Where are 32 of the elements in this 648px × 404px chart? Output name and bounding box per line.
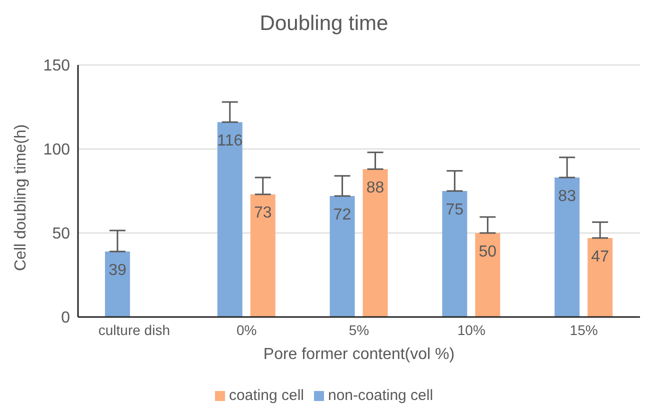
bar (330, 196, 355, 317)
data-label: 83 (558, 188, 576, 205)
x-tick-label: 10% (457, 322, 486, 338)
bar (442, 191, 468, 317)
legend-label: coating cell (228, 387, 304, 404)
bar (554, 178, 580, 317)
bar (362, 169, 388, 317)
data-label: 88 (366, 180, 384, 197)
data-label: 75 (446, 201, 464, 218)
data-label: 50 (478, 243, 497, 260)
x-axis-title: Pore former content(vol %) (263, 346, 455, 363)
y-tick-label: 150 (43, 58, 70, 75)
y-tick-label: 0 (61, 310, 70, 327)
chart-title: Doubling time (258, 12, 390, 36)
x-tick-label: 15% (570, 322, 598, 338)
data-label: 116 (217, 132, 243, 150)
x-tick-label: culture dish (98, 322, 170, 338)
data-label: 47 (591, 248, 610, 266)
legend-label: non-coating cell (328, 387, 434, 404)
x-tick-label: 5% (348, 322, 370, 338)
bar (250, 194, 276, 317)
data-label: 73 (254, 204, 272, 222)
bar (588, 238, 613, 317)
y-axis-title: Cell doubling time(h) (12, 124, 30, 271)
bar (217, 122, 242, 317)
y-tick-label: 100 (43, 142, 70, 159)
data-label: 72 (333, 206, 352, 224)
x-tick-label: 0% (236, 322, 257, 338)
y-tick-label: 50 (52, 226, 70, 243)
data-label: 39 (108, 262, 126, 279)
bar (104, 251, 130, 317)
bar (475, 233, 500, 317)
